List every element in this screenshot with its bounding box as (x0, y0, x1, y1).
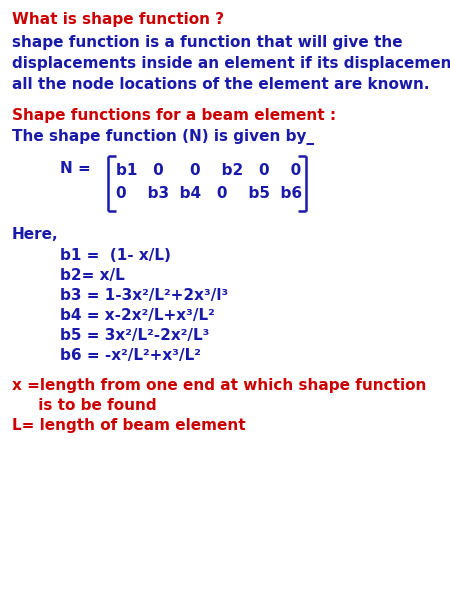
Text: displacements inside an element if its displacement at: displacements inside an element if its d… (12, 56, 450, 71)
Text: is to be found: is to be found (12, 398, 157, 413)
Text: b5 = 3x²/L²-2x²/L³: b5 = 3x²/L²-2x²/L³ (60, 328, 209, 343)
Text: b1 =  (1- x/L): b1 = (1- x/L) (60, 248, 171, 263)
Text: What is shape function ?: What is shape function ? (12, 12, 224, 27)
Text: b4 = x-2x²/L+x³/L²: b4 = x-2x²/L+x³/L² (60, 308, 215, 323)
Text: Here,: Here, (12, 227, 58, 242)
Text: shape function is a function that will give the: shape function is a function that will g… (12, 35, 403, 50)
Text: N =: N = (60, 161, 96, 176)
Text: Shape functions for a beam element :: Shape functions for a beam element : (12, 108, 336, 123)
Text: b3 = 1-3x²/L²+2x³/l³: b3 = 1-3x²/L²+2x³/l³ (60, 288, 228, 303)
Text: The shape function (N) is given by_: The shape function (N) is given by_ (12, 129, 314, 145)
Text: 0    b3  b4   0    b5  b6: 0 b3 b4 0 b5 b6 (116, 186, 302, 201)
Text: L= length of beam element: L= length of beam element (12, 418, 246, 433)
Text: all the node locations of the element are known.: all the node locations of the element ar… (12, 77, 429, 92)
Text: b1   0     0    b2   0    0: b1 0 0 b2 0 0 (116, 163, 301, 178)
Text: b2= x/L: b2= x/L (60, 268, 125, 283)
Text: b6 = -x²/L²+x³/L²: b6 = -x²/L²+x³/L² (60, 348, 201, 363)
Text: x =length from one end at which shape function: x =length from one end at which shape fu… (12, 378, 427, 393)
